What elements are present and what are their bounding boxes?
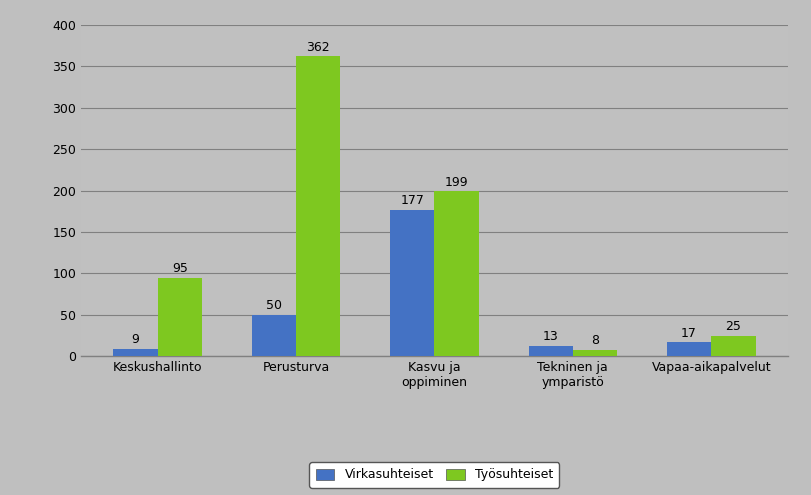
Legend: Virkasuhteiset, Työsuhteiset: Virkasuhteiset, Työsuhteiset — [309, 462, 559, 488]
Text: 8: 8 — [590, 334, 599, 347]
Text: 50: 50 — [265, 299, 281, 312]
Text: 13: 13 — [542, 330, 558, 343]
Bar — [251, 315, 296, 356]
Text: 17: 17 — [680, 327, 696, 340]
Text: 25: 25 — [724, 320, 740, 333]
Bar — [528, 346, 572, 356]
Text: 95: 95 — [172, 262, 187, 275]
Bar — [572, 350, 616, 356]
Bar — [389, 210, 434, 356]
Text: 9: 9 — [131, 334, 139, 346]
Bar — [710, 336, 754, 356]
Bar — [666, 343, 710, 356]
Text: 199: 199 — [444, 176, 468, 189]
Text: 362: 362 — [306, 41, 329, 54]
Bar — [434, 192, 478, 356]
Bar — [296, 56, 340, 356]
Bar — [114, 349, 157, 356]
Text: 177: 177 — [400, 194, 423, 207]
Bar — [157, 278, 202, 356]
